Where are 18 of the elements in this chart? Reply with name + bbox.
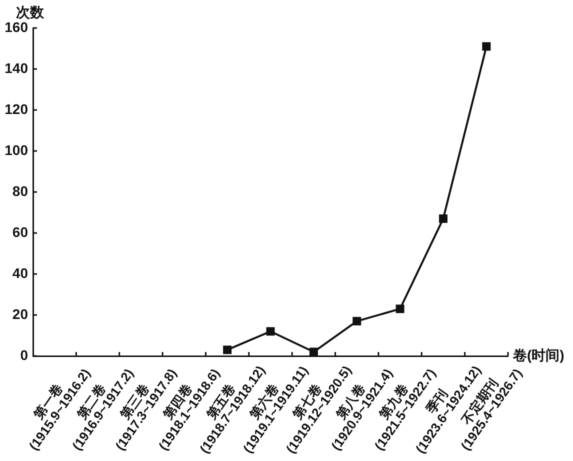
y-tick-label: 160 <box>4 18 28 35</box>
y-tick-label: 80 <box>12 182 28 199</box>
point <box>309 348 318 356</box>
point <box>266 327 275 336</box>
y-tick-label: 20 <box>12 306 28 322</box>
y-tick-label: 0 <box>20 346 28 363</box>
y-tick-label: 120 <box>4 100 28 117</box>
point <box>352 316 362 326</box>
y-tick-label: 140 <box>4 60 28 76</box>
y-tick-label: 60 <box>12 224 28 240</box>
y-tick-label: 40 <box>12 264 28 281</box>
x-axis-title: 卷(时间) <box>512 346 564 363</box>
point <box>438 214 448 223</box>
point <box>482 42 491 51</box>
point <box>223 346 232 354</box>
y-axis-title: 次数 <box>16 4 45 20</box>
y-tick-label: 100 <box>4 142 28 158</box>
point <box>396 304 404 314</box>
